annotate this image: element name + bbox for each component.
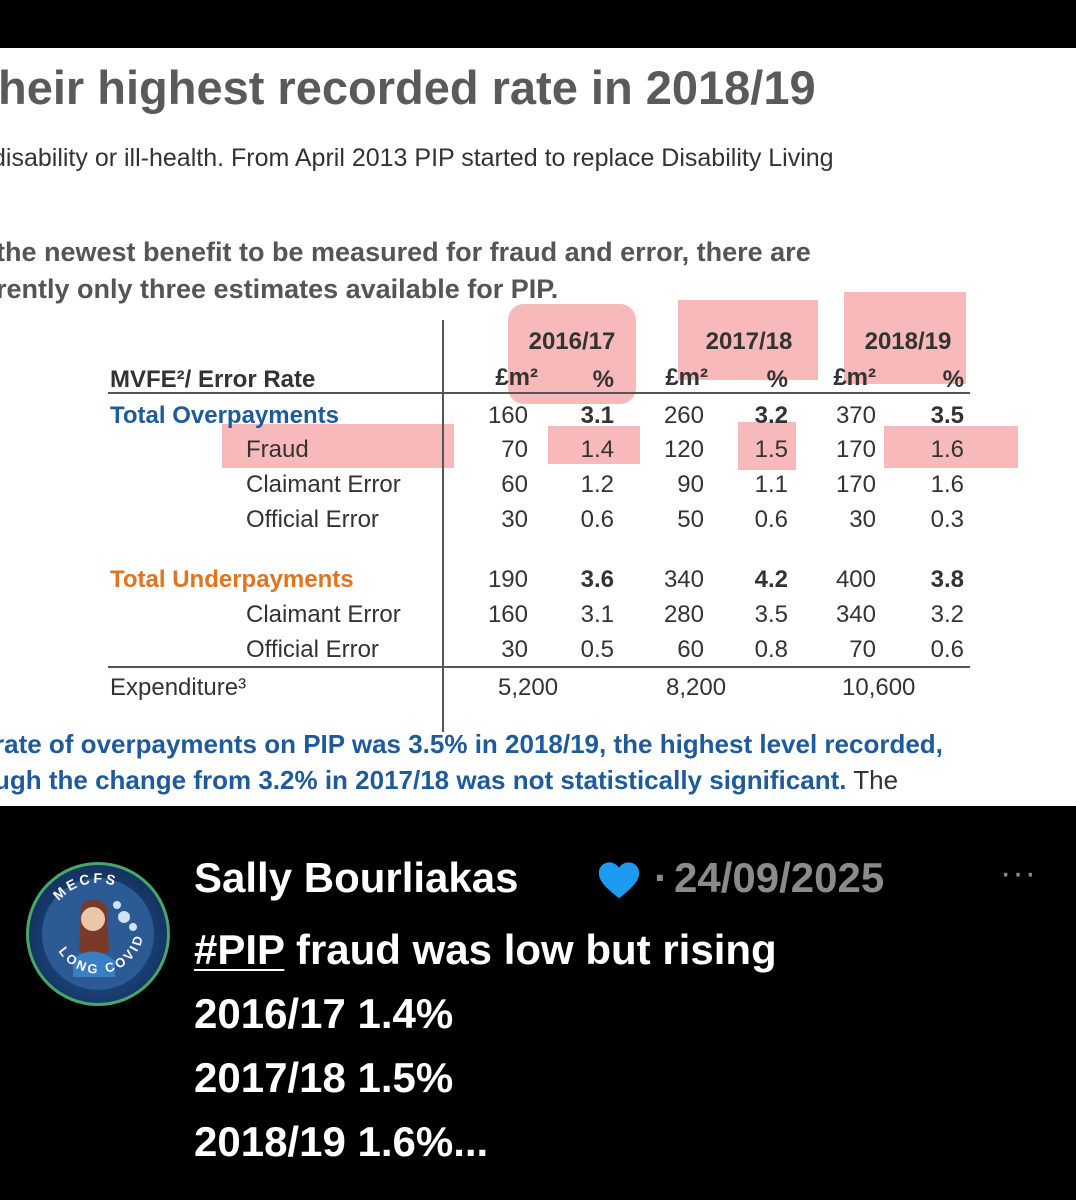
post-text-line: 2018/19 1.6%... xyxy=(194,1118,489,1165)
conclusion-paragraph: rate of overpayments on PIP was 3.5% in … xyxy=(0,726,943,798)
rate-cell: 3.2 xyxy=(754,402,788,429)
amount-cell: 400 xyxy=(835,566,876,593)
row-label: Total Underpayments xyxy=(110,566,354,593)
rate-cell: 4.2 xyxy=(754,566,788,593)
conclusion-line: rate of overpayments on PIP was 3.5% in … xyxy=(0,729,943,759)
unit-money: £m² xyxy=(833,364,876,391)
highlight-fraud-2016 xyxy=(548,426,640,464)
year-header: 2018/19 xyxy=(864,328,952,355)
amount-cell: 170 xyxy=(835,436,876,463)
row-label: Claimant Error xyxy=(246,471,401,498)
post-text-span: fraud was low but rising xyxy=(284,926,777,973)
rate-cell: 0.5 xyxy=(580,636,614,663)
rate-cell: 1.6 xyxy=(930,471,964,498)
post-text-line: #PIP fraud was low but rising xyxy=(194,918,777,982)
year-header: 2017/18 xyxy=(705,328,793,355)
table-header-label: MVFE²/ Error Rate xyxy=(110,366,316,393)
document-paragraph-line: rently only three estimates available fo… xyxy=(0,274,559,304)
post-text-line: 2017/18 1.5% xyxy=(194,1054,454,1101)
rate-cell: 0.6 xyxy=(580,506,614,533)
post-text-line: 2016/17 1.4% xyxy=(194,990,454,1037)
amount-cell: 170 xyxy=(835,471,876,498)
unit-pct: % xyxy=(592,366,614,393)
avatar-image: MECFS LONG COVID xyxy=(42,870,154,990)
table-expenditure-rule xyxy=(108,666,970,668)
expenditure-value: 5,200 xyxy=(498,674,559,701)
amount-cell: 30 xyxy=(501,636,528,663)
amount-cell: 340 xyxy=(835,601,876,628)
hashtag-link[interactable]: #PIP xyxy=(194,926,285,973)
post-date[interactable]: 24/09/2025 xyxy=(674,854,885,901)
unit-pct: % xyxy=(766,366,788,393)
highlight-fraud-label xyxy=(222,424,454,468)
amount-cell: 190 xyxy=(487,566,528,593)
rate-cell: 1.1 xyxy=(754,471,788,498)
rate-cell: 1.6 xyxy=(930,436,964,463)
unit-pct: % xyxy=(942,366,964,393)
row-label: Claimant Error xyxy=(246,601,401,628)
row-label: Official Error xyxy=(246,636,379,663)
amount-cell: 70 xyxy=(849,636,876,663)
document-title: heir highest recorded rate in 2018/19 xyxy=(0,61,816,114)
amount-cell: 60 xyxy=(677,636,704,663)
year-header: 2016/17 xyxy=(528,328,616,355)
amount-cell: 340 xyxy=(663,566,704,593)
row-label: Total Overpayments xyxy=(110,402,339,429)
expenditure-value: 8,200 xyxy=(666,674,727,701)
unit-money: £m² xyxy=(495,364,538,391)
rate-cell: 3.1 xyxy=(580,601,614,628)
unit-money: £m² xyxy=(665,364,708,391)
table-divider xyxy=(442,320,444,732)
amount-cell: 160 xyxy=(487,601,528,628)
expenditure-value: 10,600 xyxy=(842,674,916,701)
author-name[interactable]: Sally Bourliakas xyxy=(194,854,519,901)
conclusion-line: ugh the change from 3.2% in 2017/18 was … xyxy=(0,762,943,798)
post-text: #PIP fraud was low but rising 2016/17 1.… xyxy=(194,918,777,1174)
amount-cell: 160 xyxy=(487,402,528,429)
rate-cell: 1.4 xyxy=(580,436,614,463)
rate-cell: 3.5 xyxy=(754,601,788,628)
blue-heart-icon xyxy=(598,862,640,899)
amount-cell: 90 xyxy=(677,471,704,498)
document-paragraph-line: the newest benefit to be measured for fr… xyxy=(0,237,811,267)
rate-cell: 3.8 xyxy=(930,566,964,593)
highlight-2018-header xyxy=(844,292,966,384)
rate-cell: 0.6 xyxy=(930,636,964,663)
separator-dot: · xyxy=(654,854,668,901)
amount-cell: 30 xyxy=(501,506,528,533)
rate-cell: 0.8 xyxy=(754,636,788,663)
rate-cell: 0.6 xyxy=(754,506,788,533)
row-label: Official Error xyxy=(246,506,379,533)
table-header-rule xyxy=(108,392,970,394)
document-screenshot: heir highest recorded rate in 2018/19 di… xyxy=(0,48,1076,806)
document-paragraph: the newest benefit to be measured for fr… xyxy=(0,234,811,308)
highlight-2016-header xyxy=(508,304,636,404)
conclusion-bold: ugh the change from 3.2% in 2017/18 was … xyxy=(0,765,847,795)
expenditure-label: Expenditure³ xyxy=(110,674,247,701)
rate-cell: 3.1 xyxy=(580,402,614,429)
amount-cell: 260 xyxy=(663,402,704,429)
document-line: disability or ill-health. From April 201… xyxy=(0,144,834,172)
more-options-icon[interactable]: ··· xyxy=(1000,854,1037,892)
amount-cell: 50 xyxy=(677,506,704,533)
amount-cell: 120 xyxy=(663,436,704,463)
amount-cell: 60 xyxy=(501,471,528,498)
avatar[interactable]: MECFS LONG COVID xyxy=(26,862,170,1006)
rate-cell: 0.3 xyxy=(930,506,964,533)
rate-cell: 3.2 xyxy=(930,601,964,628)
rate-cell: 1.2 xyxy=(580,471,614,498)
highlight-fraud-2018 xyxy=(884,426,1018,468)
highlight-fraud-2017 xyxy=(738,422,796,470)
amount-cell: 30 xyxy=(849,506,876,533)
rate-cell: 3.5 xyxy=(930,402,964,429)
rate-cell: 3.6 xyxy=(580,566,614,593)
conclusion-rest: The xyxy=(846,765,899,795)
row-label: Fraud xyxy=(246,436,309,463)
amount-cell: 280 xyxy=(663,601,704,628)
amount-cell: 70 xyxy=(501,436,528,463)
highlight-2017-header xyxy=(678,300,818,380)
amount-cell: 370 xyxy=(835,402,876,429)
rate-cell: 1.5 xyxy=(754,436,788,463)
